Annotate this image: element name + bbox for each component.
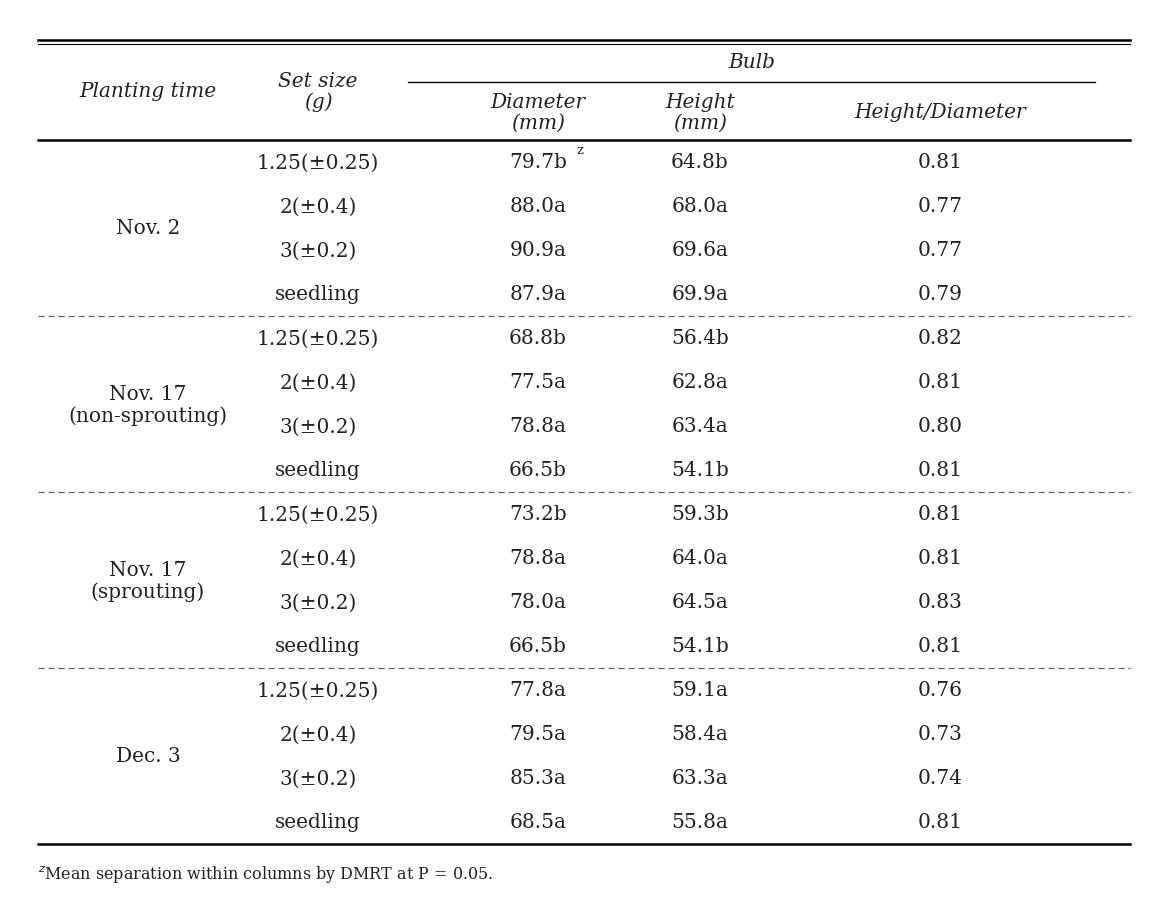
Text: seedling: seedling	[276, 461, 361, 480]
Text: 0.77: 0.77	[918, 241, 963, 260]
Text: Set size: Set size	[278, 71, 358, 90]
Text: 0.81: 0.81	[918, 637, 963, 656]
Text: 3(±0.2): 3(±0.2)	[279, 417, 357, 436]
Text: Diameter: Diameter	[491, 92, 585, 111]
Text: seedling: seedling	[276, 637, 361, 656]
Text: 63.3a: 63.3a	[671, 769, 728, 787]
Text: 64.0a: 64.0a	[671, 549, 728, 568]
Text: 79.7b: 79.7b	[509, 153, 566, 172]
Text: Dec. 3: Dec. 3	[115, 747, 180, 766]
Text: 0.83: 0.83	[918, 593, 963, 612]
Text: 79.5a: 79.5a	[509, 724, 566, 743]
Text: 63.4a: 63.4a	[671, 417, 728, 436]
Text: 1.25(±0.25): 1.25(±0.25)	[257, 505, 379, 524]
Text: 58.4a: 58.4a	[671, 724, 728, 743]
Text: 2(±0.4): 2(±0.4)	[279, 198, 357, 216]
Text: 73.2b: 73.2b	[509, 505, 566, 524]
Text: 0.74: 0.74	[918, 769, 963, 787]
Text: 2(±0.4): 2(±0.4)	[279, 549, 357, 568]
Text: 66.5b: 66.5b	[509, 461, 566, 480]
Text: (mm): (mm)	[511, 114, 565, 133]
Text: 2(±0.4): 2(±0.4)	[279, 724, 357, 743]
Text: 59.3b: 59.3b	[671, 505, 729, 524]
Text: 56.4b: 56.4b	[671, 329, 729, 348]
Text: 77.5a: 77.5a	[509, 373, 566, 392]
Text: $^{z}$Mean separation within columns by DMRT at P = 0.05.: $^{z}$Mean separation within columns by …	[38, 863, 493, 885]
Text: 64.8b: 64.8b	[671, 153, 729, 172]
Text: 77.8a: 77.8a	[509, 681, 566, 700]
Text: 62.8a: 62.8a	[671, 373, 728, 392]
Text: Bulb: Bulb	[728, 52, 775, 71]
Text: 90.9a: 90.9a	[509, 241, 566, 260]
Text: 0.81: 0.81	[918, 153, 963, 172]
Text: (mm): (mm)	[673, 114, 727, 133]
Text: Nov. 2: Nov. 2	[116, 219, 180, 238]
Text: z: z	[576, 143, 583, 157]
Text: Height/Diameter: Height/Diameter	[854, 103, 1026, 122]
Text: 0.81: 0.81	[918, 549, 963, 568]
Text: (g): (g)	[304, 92, 333, 112]
Text: 66.5b: 66.5b	[509, 637, 566, 656]
Text: 85.3a: 85.3a	[509, 769, 566, 787]
Text: 3(±0.2): 3(±0.2)	[279, 769, 357, 787]
Text: 68.0a: 68.0a	[671, 198, 728, 216]
Text: 3(±0.2): 3(±0.2)	[279, 593, 357, 612]
Text: 69.6a: 69.6a	[671, 241, 728, 260]
Text: 68.8b: 68.8b	[509, 329, 566, 348]
Text: 1.25(±0.25): 1.25(±0.25)	[257, 329, 379, 348]
Text: 2(±0.4): 2(±0.4)	[279, 373, 357, 392]
Text: 54.1b: 54.1b	[671, 461, 729, 480]
Text: 87.9a: 87.9a	[509, 285, 566, 304]
Text: Nov. 17: Nov. 17	[109, 384, 187, 403]
Text: 0.81: 0.81	[918, 461, 963, 480]
Text: 0.82: 0.82	[918, 329, 963, 348]
Text: 0.81: 0.81	[918, 505, 963, 524]
Text: 0.81: 0.81	[918, 373, 963, 392]
Text: 88.0a: 88.0a	[509, 198, 566, 216]
Text: 78.0a: 78.0a	[509, 593, 566, 612]
Text: 3(±0.2): 3(±0.2)	[279, 241, 357, 260]
Text: 55.8a: 55.8a	[671, 813, 728, 832]
Text: 0.81: 0.81	[918, 813, 963, 832]
Text: 78.8a: 78.8a	[509, 549, 566, 568]
Text: Planting time: Planting time	[79, 81, 216, 100]
Text: 0.76: 0.76	[918, 681, 963, 700]
Text: 1.25(±0.25): 1.25(±0.25)	[257, 153, 379, 172]
Text: Height: Height	[665, 92, 735, 111]
Text: seedling: seedling	[276, 813, 361, 832]
Text: Nov. 17: Nov. 17	[109, 560, 187, 579]
Text: seedling: seedling	[276, 285, 361, 304]
Text: 0.73: 0.73	[918, 724, 963, 743]
Text: 0.79: 0.79	[918, 285, 963, 304]
Text: 64.5a: 64.5a	[671, 593, 728, 612]
Text: (sprouting): (sprouting)	[91, 582, 205, 601]
Text: 54.1b: 54.1b	[671, 637, 729, 656]
Text: 78.8a: 78.8a	[509, 417, 566, 436]
Text: 68.5a: 68.5a	[509, 813, 566, 832]
Text: (non-sprouting): (non-sprouting)	[69, 406, 228, 426]
Text: 69.9a: 69.9a	[671, 285, 728, 304]
Text: 0.80: 0.80	[918, 417, 963, 436]
Text: 59.1a: 59.1a	[671, 681, 728, 700]
Text: 0.77: 0.77	[918, 198, 963, 216]
Text: 1.25(±0.25): 1.25(±0.25)	[257, 681, 379, 700]
